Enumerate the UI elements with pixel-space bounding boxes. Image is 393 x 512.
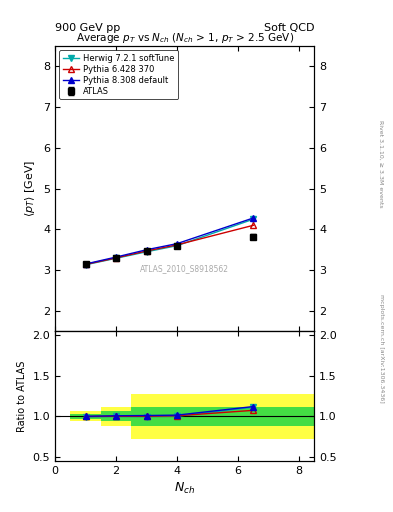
Pythia 8.308 default bbox=[251, 215, 256, 221]
Title: Average $p_T$ vs $N_{ch}$ ($N_{ch}$ > 1, $p_T$ > 2.5 GeV): Average $p_T$ vs $N_{ch}$ ($N_{ch}$ > 1,… bbox=[75, 31, 294, 45]
Pythia 6.428 370 bbox=[144, 248, 149, 254]
Text: Soft QCD: Soft QCD bbox=[264, 23, 314, 33]
Text: Rivet 3.1.10, ≥ 3.3M events: Rivet 3.1.10, ≥ 3.3M events bbox=[379, 120, 384, 208]
Pythia 6.428 370 bbox=[83, 261, 88, 267]
Pythia 8.308 default bbox=[144, 247, 149, 253]
Text: ATLAS_2010_S8918562: ATLAS_2010_S8918562 bbox=[140, 264, 229, 273]
Herwig 7.2.1 softTune bbox=[144, 249, 149, 255]
Y-axis label: $\langle p_T \rangle$ [GeV]: $\langle p_T \rangle$ [GeV] bbox=[24, 160, 37, 217]
Line: Herwig 7.2.1 softTune: Herwig 7.2.1 softTune bbox=[83, 217, 256, 268]
Herwig 7.2.1 softTune bbox=[251, 216, 256, 222]
Pythia 6.428 370 bbox=[175, 242, 180, 248]
Herwig 7.2.1 softTune bbox=[83, 262, 88, 268]
X-axis label: $N_{ch}$: $N_{ch}$ bbox=[174, 481, 195, 496]
Text: 900 GeV pp: 900 GeV pp bbox=[55, 23, 120, 33]
Pythia 8.308 default bbox=[83, 261, 88, 267]
Herwig 7.2.1 softTune bbox=[114, 255, 118, 261]
Herwig 7.2.1 softTune bbox=[175, 243, 180, 249]
Pythia 8.308 default bbox=[175, 241, 180, 247]
Text: mcplots.cern.ch [arXiv:1306.3436]: mcplots.cern.ch [arXiv:1306.3436] bbox=[379, 294, 384, 402]
Pythia 6.428 370 bbox=[251, 222, 256, 228]
Line: Pythia 6.428 370: Pythia 6.428 370 bbox=[83, 223, 256, 267]
Legend: Herwig 7.2.1 softTune, Pythia 6.428 370, Pythia 8.308 default, ATLAS: Herwig 7.2.1 softTune, Pythia 6.428 370,… bbox=[59, 50, 178, 99]
Pythia 8.308 default bbox=[114, 254, 118, 260]
Y-axis label: Ratio to ATLAS: Ratio to ATLAS bbox=[17, 360, 27, 432]
Line: Pythia 8.308 default: Pythia 8.308 default bbox=[83, 215, 256, 267]
Pythia 6.428 370 bbox=[114, 255, 118, 261]
